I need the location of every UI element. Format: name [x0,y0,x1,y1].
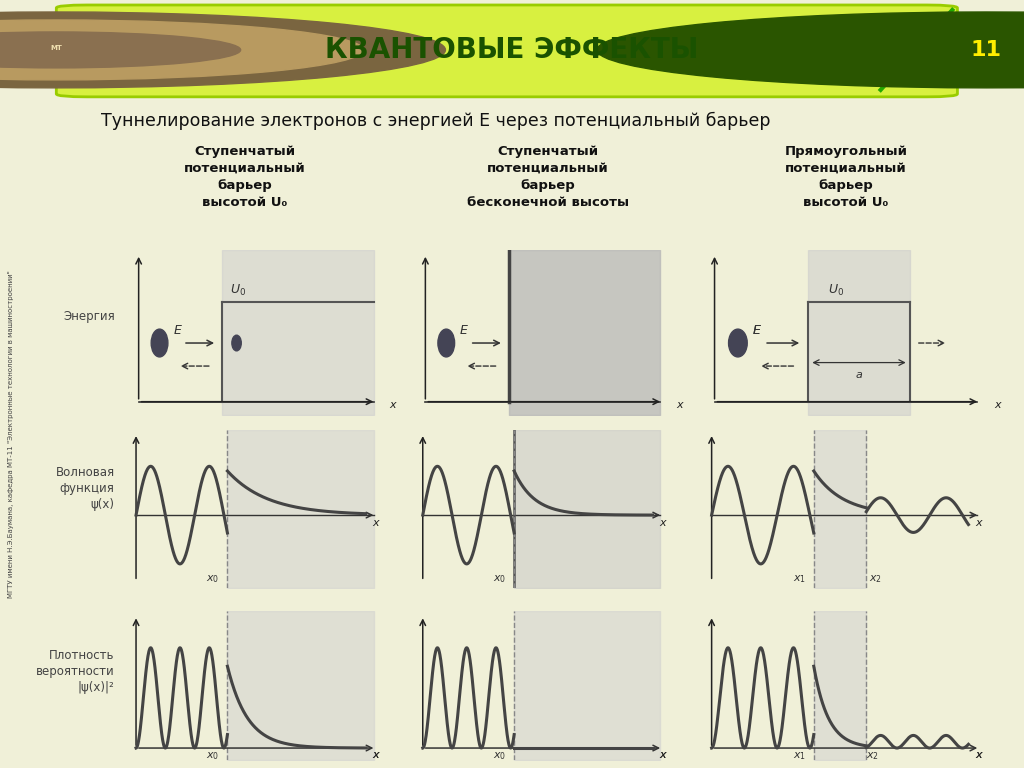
Circle shape [728,329,748,357]
Circle shape [438,329,455,357]
Text: x: x [373,518,379,528]
Circle shape [152,329,168,357]
Circle shape [0,32,241,68]
Text: Ступенчатый
потенциальный
барьер
высотой U₀: Ступенчатый потенциальный барьер высотой… [184,144,306,209]
Text: $x_0$: $x_0$ [494,750,507,762]
Text: $U_0$: $U_0$ [828,283,845,298]
Text: x: x [976,518,982,528]
Text: $E$: $E$ [460,324,469,337]
Text: $a$: $a$ [855,369,863,380]
Text: $x_2$: $x_2$ [865,750,879,762]
Text: КВАНТОВЫЕ ЭФФЕКТЫ: КВАНТОВЫЕ ЭФФЕКТЫ [326,36,698,64]
Text: Волновая
функция
ψ(x): Волновая функция ψ(x) [55,466,115,511]
FancyBboxPatch shape [56,5,957,97]
Text: x: x [659,518,666,528]
Text: x: x [994,400,1001,410]
Text: $x_1$: $x_1$ [793,573,806,585]
Text: x: x [659,750,666,760]
Text: x: x [373,750,379,760]
Text: $U_0$: $U_0$ [230,283,246,298]
Text: $E$: $E$ [173,324,182,337]
Text: x: x [373,750,379,760]
Text: $x_1$: $x_1$ [793,750,806,762]
Text: МГТУ имени Н.Э.Баумана, кафедра МТ-11 "Электронные технологии в машиностроении": МГТУ имени Н.Э.Баумана, кафедра МТ-11 "Э… [8,270,14,598]
Circle shape [0,12,445,88]
Circle shape [0,20,364,80]
Text: x: x [976,750,982,760]
Text: x: x [676,400,683,410]
Text: $E$: $E$ [753,324,762,337]
Text: $x_2$: $x_2$ [868,573,882,585]
Text: Прямоугольный
потенциальный
барьер
высотой U₀: Прямоугольный потенциальный барьер высот… [784,144,907,209]
Text: $E$: $E$ [753,324,762,337]
Text: x: x [389,400,396,410]
Text: Плотность
вероятности
|ψ(x)|²: Плотность вероятности |ψ(x)|² [36,649,115,694]
Text: МТ: МТ [50,45,62,51]
Text: x: x [659,750,666,760]
Circle shape [597,12,1024,88]
Circle shape [231,335,242,351]
Text: Ступенчатый
потенциальный
барьер
бесконечной высоты: Ступенчатый потенциальный барьер бесконе… [467,144,629,209]
Text: Туннелирование электронов с энергией E через потенциальный барьер: Туннелирование электронов с энергией E ч… [100,112,770,130]
Text: $x_0$: $x_0$ [494,573,507,585]
Text: $x_0$: $x_0$ [207,750,220,762]
Text: $x_0$: $x_0$ [207,573,220,585]
Text: 11: 11 [971,40,1001,60]
Text: Энергия: Энергия [62,310,115,323]
Text: x: x [976,750,982,760]
